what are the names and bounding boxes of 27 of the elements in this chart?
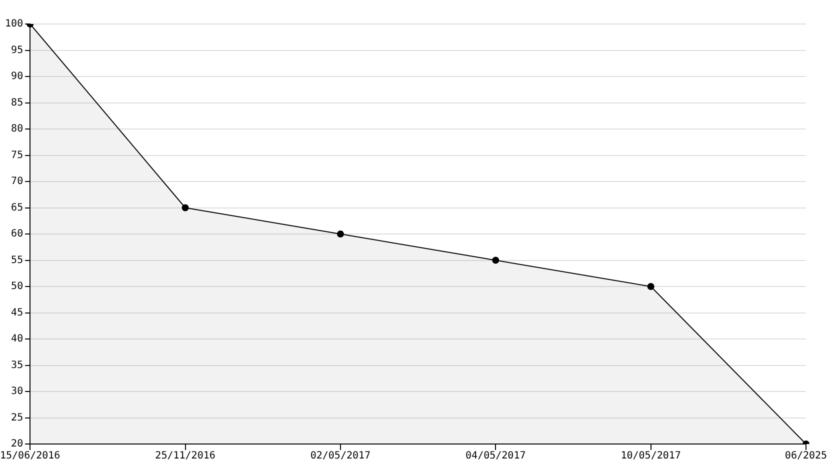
point [336,230,344,238]
point [182,204,189,212]
y-tick-label: 35 [11,360,24,371]
y-tick-label: 70 [11,176,24,188]
x-tick-label: 06/2025 [784,450,828,462]
y-tick-label: 40 [11,334,24,345]
x-tick-label: 15/06/2016 [0,450,60,462]
x-tick-label: 04/05/2017 [466,450,526,462]
y-tick-label: 30 [11,386,24,398]
y-tick-label: 50 [11,281,24,292]
y-tick-label: 65 [11,202,24,214]
y-tick-label: 25 [11,412,24,424]
x-tick-label: 25/11/2016 [155,450,216,462]
y-tick-label: 45 [11,307,24,318]
y-tick-label: 60 [11,228,24,240]
y-tick-label: 80 [11,124,24,135]
y-tick-label: 85 [11,97,24,108]
y-tick-label: 75 [11,150,24,161]
y-tick-label: 90 [11,71,24,82]
y-tick-label: 20 [11,438,24,450]
x-tick-label: 10/05/2017 [620,450,681,462]
point [647,283,654,290]
y-tick-label: 55 [11,254,24,266]
x-tick-label: 02/05/2017 [310,450,371,462]
y-tick-label: 100 [5,18,24,30]
y-tick-label: 95 [11,44,24,56]
point [492,256,500,264]
